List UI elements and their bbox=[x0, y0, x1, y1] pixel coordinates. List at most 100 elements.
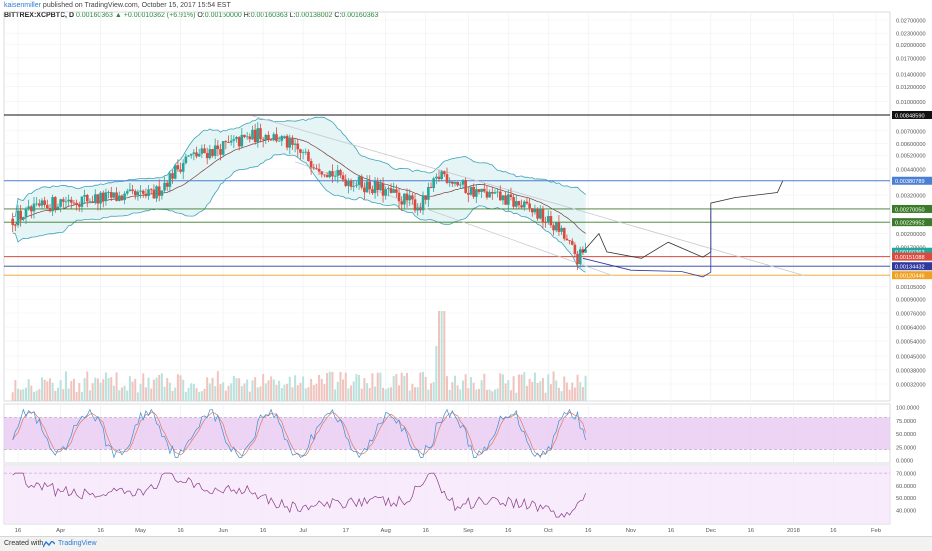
close-value: 0.00160363 bbox=[341, 12, 379, 19]
candle-body bbox=[19, 210, 22, 220]
volume-bar bbox=[192, 383, 195, 401]
candle-body bbox=[416, 207, 419, 211]
stochastic-tick-label: 75.0000 bbox=[896, 419, 916, 425]
volume-bar bbox=[331, 371, 334, 401]
volume-bar bbox=[320, 378, 323, 401]
candle-body bbox=[216, 145, 220, 150]
candle-body bbox=[32, 203, 36, 212]
volume-bar bbox=[227, 385, 230, 401]
volume-bar bbox=[398, 385, 401, 401]
candle-body bbox=[384, 189, 388, 196]
moving-average bbox=[12, 137, 586, 234]
candle-body bbox=[443, 171, 446, 175]
high-value: 0.00160363 bbox=[250, 12, 288, 19]
volume-bar bbox=[509, 390, 512, 401]
candle-body bbox=[498, 191, 502, 201]
candle-body bbox=[51, 197, 54, 212]
candle-body bbox=[379, 183, 382, 191]
volume-bar bbox=[38, 389, 41, 401]
candle-body bbox=[283, 135, 286, 137]
chart-canvas[interactable]: 0.02700000 0.02300000 0.02000000 0.01700000… bbox=[0, 0, 932, 536]
volume-bar bbox=[392, 376, 395, 401]
price-level-label: 0.00380789 bbox=[895, 179, 925, 185]
candle-body bbox=[296, 143, 300, 150]
candle-body bbox=[101, 192, 105, 202]
candle-body bbox=[38, 203, 41, 206]
volume-bar bbox=[435, 346, 438, 401]
candle-body bbox=[504, 195, 507, 205]
candle-body bbox=[291, 138, 294, 145]
candle-body bbox=[363, 187, 366, 193]
tradingview-brand[interactable]: TradingView bbox=[58, 540, 97, 547]
volume-bar bbox=[168, 382, 171, 401]
candle-body bbox=[387, 188, 390, 190]
candle-body bbox=[392, 189, 396, 193]
volume-bar bbox=[48, 378, 51, 401]
candle-body bbox=[538, 209, 542, 219]
candle-body bbox=[280, 136, 284, 141]
candle-body bbox=[544, 222, 547, 223]
author-link[interactable]: kaisenmiller bbox=[4, 2, 41, 9]
candle-body bbox=[144, 193, 148, 196]
candle-body bbox=[546, 216, 550, 223]
volume-bar bbox=[83, 378, 86, 401]
price-level-badge bbox=[892, 247, 932, 256]
candle-body bbox=[67, 199, 70, 202]
volume-bar bbox=[446, 376, 448, 401]
volume-bar bbox=[512, 376, 515, 401]
volume-bar bbox=[304, 388, 307, 401]
volume-bar bbox=[144, 387, 147, 401]
price-tick-label: 0.00520000 bbox=[896, 154, 926, 160]
candle-body bbox=[163, 182, 166, 191]
price-level-badge bbox=[892, 110, 932, 119]
price-level-badge bbox=[892, 262, 932, 271]
candle-body bbox=[93, 194, 97, 203]
volume-bar bbox=[126, 390, 129, 401]
volume-bar bbox=[483, 373, 486, 401]
volume-bar bbox=[504, 383, 507, 401]
high-label: H: bbox=[243, 12, 251, 19]
volume-bar bbox=[264, 383, 267, 401]
volume-bar bbox=[475, 389, 478, 401]
candle-body bbox=[368, 181, 372, 190]
volume-bar bbox=[422, 371, 425, 401]
candle-body bbox=[477, 189, 481, 192]
candle-body bbox=[432, 178, 435, 189]
close-label: C: bbox=[334, 12, 342, 19]
candle-body bbox=[349, 180, 353, 187]
volume-bar bbox=[339, 371, 342, 401]
volume-bar bbox=[91, 383, 94, 401]
candle-body bbox=[520, 205, 523, 208]
volume-bar bbox=[88, 390, 91, 401]
volume-bar bbox=[549, 384, 552, 401]
candle-body bbox=[435, 176, 438, 179]
volume-bar bbox=[525, 385, 528, 401]
volume-bar bbox=[56, 387, 59, 401]
candle-body bbox=[211, 149, 214, 156]
volume-bar bbox=[496, 388, 499, 401]
candle-body bbox=[440, 171, 443, 180]
volume-bar bbox=[78, 382, 81, 401]
volume-bar bbox=[17, 388, 19, 401]
volume-bar bbox=[208, 383, 211, 401]
stochastic-tick-label: 25.0000 bbox=[896, 445, 916, 451]
volume-bar bbox=[64, 371, 67, 401]
price-tick-label: 0.00600000 bbox=[896, 142, 926, 148]
volume-bar bbox=[355, 374, 358, 401]
volume-bar bbox=[150, 388, 153, 401]
price-tick-label: 0.00064000 bbox=[896, 326, 926, 332]
candle-body bbox=[64, 201, 68, 203]
up-arrow-icon: ▲ bbox=[114, 12, 122, 19]
price-tick-label: 0.00076000 bbox=[896, 312, 926, 318]
volume-bar bbox=[256, 387, 259, 401]
time-tick-label: Sep bbox=[463, 528, 473, 534]
price-level-badge bbox=[892, 218, 932, 227]
candle-body bbox=[309, 161, 313, 168]
candle-body bbox=[549, 216, 553, 226]
volume-bar bbox=[267, 380, 270, 401]
candle-body bbox=[251, 129, 254, 140]
stochastic-band bbox=[4, 417, 890, 450]
candle-body bbox=[397, 192, 401, 202]
volume-bar bbox=[432, 382, 435, 401]
price-tick-label: 0.00045000 bbox=[896, 355, 926, 361]
